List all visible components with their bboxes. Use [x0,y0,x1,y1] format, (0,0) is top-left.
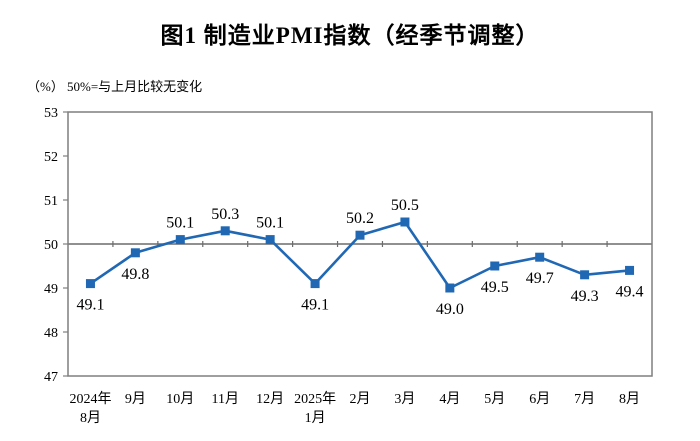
reference-line-note: 50%=与上月比较无变化 [67,79,203,94]
x-axis-tick-label: 11月 [211,391,238,407]
x-axis-tick-label: 5月 [484,391,505,407]
data-label: 50.1 [166,215,194,232]
data-point-marker [310,279,320,289]
y-axis-tick-label: 49 [44,282,58,297]
x-axis-tick-label: 7月 [574,391,595,407]
data-label: 50.3 [211,206,239,223]
data-point-marker [355,230,365,240]
data-point-marker [220,226,230,236]
data-label: 49.5 [481,279,509,296]
x-axis-tick-label: 8月 [619,391,640,407]
y-axis-tick-label: 53 [44,106,58,121]
y-axis-tick-label: 52 [44,150,58,165]
x-axis-tick-label: 10月 [166,391,194,407]
x-axis-tick-label: 2025年 [294,391,336,407]
y-axis-tick-label: 47 [44,370,58,385]
data-point-marker [535,252,545,262]
x-axis-tick-label: 6月 [529,391,550,407]
x-axis-tick-label: 2024年 [69,391,111,407]
data-point-marker [580,270,590,280]
data-label: 49.1 [301,297,329,314]
data-point-marker [175,235,185,245]
y-axis-tick-label: 50 [44,238,58,253]
data-label: 50.5 [391,197,419,214]
x-axis-tick-label: 9月 [125,391,146,407]
data-point-marker [625,265,635,275]
x-axis-tick-label: 3月 [394,391,415,407]
y-axis-tick-label: 51 [44,194,58,209]
data-label: 49.0 [436,301,464,318]
data-point-marker [400,217,410,227]
data-point-marker [130,248,140,258]
x-axis-tick-label: 12月 [256,391,284,407]
y-axis-unit-label: （%） [27,79,64,94]
x-axis-tick-label: 8月 [80,410,101,426]
data-label: 49.7 [526,270,554,287]
data-point-marker [490,261,500,271]
data-point-marker [265,235,275,245]
data-label: 50.2 [346,210,374,227]
data-label: 49.8 [121,266,149,283]
data-label: 50.1 [256,215,284,232]
chart-title: 图1 制造业PMI指数（经季节调整） [160,23,540,48]
x-axis-tick-label: 2月 [350,391,371,407]
data-point-marker [445,283,455,293]
y-axis-tick-label: 48 [44,326,58,341]
data-label: 49.1 [76,297,104,314]
data-point-marker [85,279,95,289]
data-label: 49.3 [571,288,599,305]
x-axis-tick-label: 1月 [305,410,326,426]
x-axis-tick-label: 4月 [439,391,460,407]
data-label: 49.4 [616,283,644,300]
